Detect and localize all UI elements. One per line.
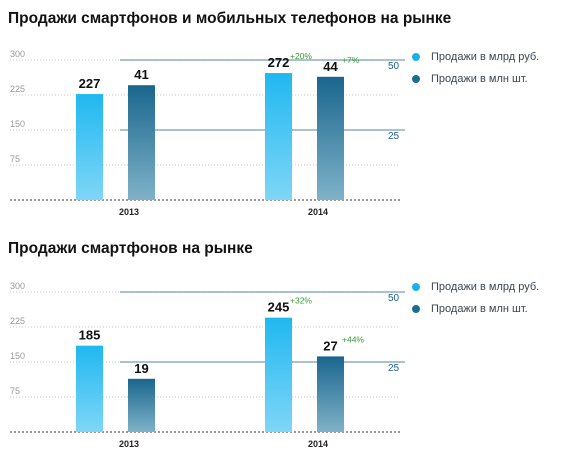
bar-chart-plot: 75 150 225 300 25 50 227 41 2013 272 +20% 44 +7% 2014: [10, 49, 405, 217]
legend-item: Продажи в млн шт.: [412, 68, 539, 90]
left-axis-tick-label: 225: [10, 84, 25, 94]
bar-rub: [76, 345, 103, 432]
bar-value-label: 245: [268, 300, 290, 315]
x-axis-category-label: 2014: [308, 439, 328, 449]
growth-label: +44%: [342, 334, 364, 344]
bar-value-label: 27: [323, 338, 337, 353]
bar-rub: [265, 73, 292, 200]
bar-rub: [76, 94, 103, 200]
legend-label: Продажи в млрд руб.: [431, 51, 540, 63]
bar-units: [317, 356, 344, 432]
bar-value-label: 41: [134, 67, 148, 82]
left-axis-tick-label: 300: [10, 49, 25, 59]
left-axis-tick-label: 150: [10, 351, 25, 361]
right-axis-tick-label: 50: [388, 293, 400, 304]
left-axis-tick-label: 75: [10, 386, 20, 396]
chart-panel: Продажи смартфонов и мобильных телефонов…: [0, 10, 577, 220]
legend-item: Продажи в млрд руб.: [412, 46, 539, 68]
growth-label: +20%: [290, 51, 312, 61]
left-axis-tick-label: 150: [10, 119, 25, 129]
legend-item: Продажи в млн шт.: [412, 298, 539, 320]
bar-value-label: 19: [134, 361, 148, 376]
left-axis-tick-label: 225: [10, 316, 25, 326]
chart-legend: Продажи в млрд руб. Продажи в млн шт.: [412, 276, 539, 320]
chart-title: Продажи смартфонов и мобильных телефонов…: [8, 10, 452, 27]
legend-swatch: [412, 305, 420, 313]
left-axis-tick-label: 300: [10, 281, 25, 291]
legend-swatch: [412, 53, 420, 61]
bar-units: [128, 378, 155, 432]
bar-value-label: 185: [79, 328, 101, 343]
bar-value-label: 44: [323, 59, 338, 74]
legend-item: Продажи в млрд руб.: [412, 276, 539, 298]
bar-value-label: 272: [268, 55, 290, 70]
bar-value-label: 227: [79, 76, 101, 91]
chart-legend: Продажи в млрд руб. Продажи в млн шт.: [412, 46, 539, 90]
x-axis-category-label: 2013: [119, 207, 139, 217]
legend-swatch: [412, 283, 420, 291]
right-axis-tick-label: 25: [388, 363, 400, 374]
legend-swatch: [412, 75, 420, 83]
legend-label: Продажи в млн шт.: [431, 73, 528, 85]
right-axis-tick-label: 25: [388, 131, 400, 142]
left-axis-tick-label: 75: [10, 154, 20, 164]
x-axis-category-label: 2014: [308, 207, 328, 217]
growth-label: +7%: [342, 55, 360, 65]
chart-panel: Продажи смартфонов на рынке 75 150 225 300 2…: [0, 240, 577, 457]
bar-units: [317, 76, 344, 200]
legend-label: Продажи в млрд руб.: [431, 281, 540, 293]
bar-rub: [265, 317, 292, 432]
chart-title: Продажи смартфонов на рынке: [8, 240, 253, 257]
legend-label: Продажи в млн шт.: [431, 303, 528, 315]
x-axis-category-label: 2013: [119, 439, 139, 449]
bar-units: [128, 85, 155, 200]
growth-label: +32%: [290, 296, 312, 306]
bar-chart-plot: 75 150 225 300 25 50 185 19 2013 245 +32% 27 +44% 201…: [10, 281, 405, 449]
right-axis-tick-label: 50: [388, 61, 400, 72]
